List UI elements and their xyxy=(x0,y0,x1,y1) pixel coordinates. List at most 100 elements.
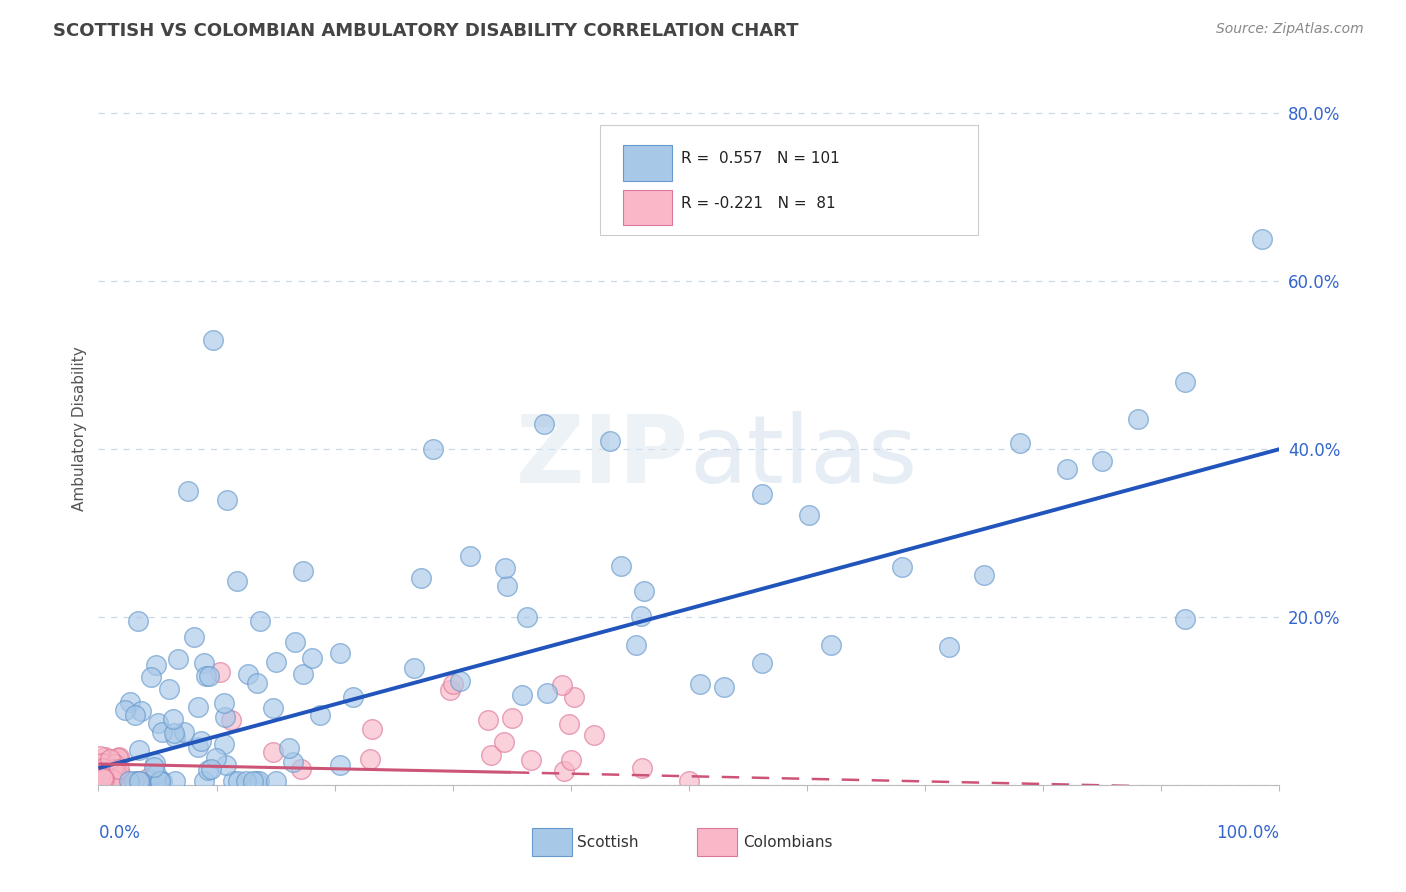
Point xyxy=(477,714,499,728)
Point xyxy=(96,772,118,786)
Point xyxy=(249,614,271,628)
Point xyxy=(127,773,149,788)
Point xyxy=(173,724,195,739)
Point xyxy=(678,773,700,788)
Point xyxy=(492,735,515,749)
Point xyxy=(197,763,219,777)
Point xyxy=(533,417,555,431)
Point xyxy=(820,638,842,652)
Point xyxy=(96,758,118,772)
Point xyxy=(93,765,115,780)
Point xyxy=(89,765,111,780)
Point xyxy=(91,768,114,782)
Point xyxy=(422,442,444,457)
Point xyxy=(128,773,150,788)
Point xyxy=(100,772,122,787)
Point xyxy=(689,677,711,691)
Point xyxy=(519,753,541,767)
Point xyxy=(100,764,122,778)
Point xyxy=(149,773,172,788)
Point xyxy=(91,772,114,787)
Point xyxy=(145,658,167,673)
Text: atlas: atlas xyxy=(689,410,917,503)
Point xyxy=(309,708,332,723)
Point xyxy=(1126,412,1149,426)
Point xyxy=(501,711,523,725)
Point xyxy=(101,770,124,784)
Point xyxy=(101,763,124,777)
Point xyxy=(177,484,200,499)
Point xyxy=(165,773,187,788)
FancyBboxPatch shape xyxy=(623,190,672,226)
Point xyxy=(163,725,186,739)
Point xyxy=(245,773,267,788)
Point xyxy=(187,700,209,714)
Point xyxy=(361,722,384,736)
Point xyxy=(165,730,187,744)
Point xyxy=(142,760,165,774)
Point xyxy=(751,657,773,671)
Point xyxy=(93,756,115,770)
Point xyxy=(103,759,125,773)
Point xyxy=(460,549,482,563)
Point xyxy=(208,665,231,679)
Point xyxy=(101,773,124,788)
Point xyxy=(89,769,111,783)
Point xyxy=(148,773,170,788)
Point xyxy=(301,651,323,665)
Point xyxy=(93,771,115,785)
Point xyxy=(292,666,315,681)
Point xyxy=(90,765,112,780)
Point xyxy=(536,685,558,699)
Point xyxy=(104,753,127,767)
Point xyxy=(264,655,287,669)
Point xyxy=(148,715,170,730)
Point xyxy=(479,748,502,763)
FancyBboxPatch shape xyxy=(531,828,572,856)
Point xyxy=(93,767,115,781)
Point xyxy=(236,666,259,681)
Point xyxy=(277,741,299,756)
Point xyxy=(94,765,117,780)
Point xyxy=(235,773,257,788)
Point xyxy=(494,561,516,575)
Point xyxy=(108,762,131,776)
Point xyxy=(329,646,352,660)
Point xyxy=(214,737,236,751)
Point xyxy=(624,639,647,653)
Text: R =  0.557   N = 101: R = 0.557 N = 101 xyxy=(681,152,839,167)
Point xyxy=(246,675,269,690)
Point xyxy=(114,703,136,717)
Point xyxy=(215,758,238,772)
Point xyxy=(222,773,245,788)
Point xyxy=(292,564,315,578)
Point xyxy=(441,677,464,691)
Point xyxy=(404,660,426,674)
Point xyxy=(110,770,132,784)
Point xyxy=(150,773,173,788)
Point xyxy=(98,752,121,766)
Point xyxy=(1250,232,1272,246)
Point xyxy=(104,764,127,778)
Point xyxy=(512,688,534,702)
Point xyxy=(284,635,307,649)
Point xyxy=(973,568,995,582)
Point xyxy=(247,773,270,788)
Point xyxy=(201,333,224,347)
Point xyxy=(342,690,364,704)
Point xyxy=(87,760,110,774)
Point xyxy=(214,710,236,724)
Point xyxy=(136,771,159,785)
Point xyxy=(359,752,381,766)
Point xyxy=(97,766,120,780)
Point xyxy=(409,571,432,585)
Point xyxy=(108,766,131,780)
Point xyxy=(97,766,120,780)
Point xyxy=(630,761,652,775)
Point xyxy=(94,768,117,782)
Point xyxy=(97,761,120,775)
Point xyxy=(118,773,141,788)
Point xyxy=(143,756,166,770)
Point xyxy=(96,756,118,770)
Point xyxy=(100,765,122,780)
